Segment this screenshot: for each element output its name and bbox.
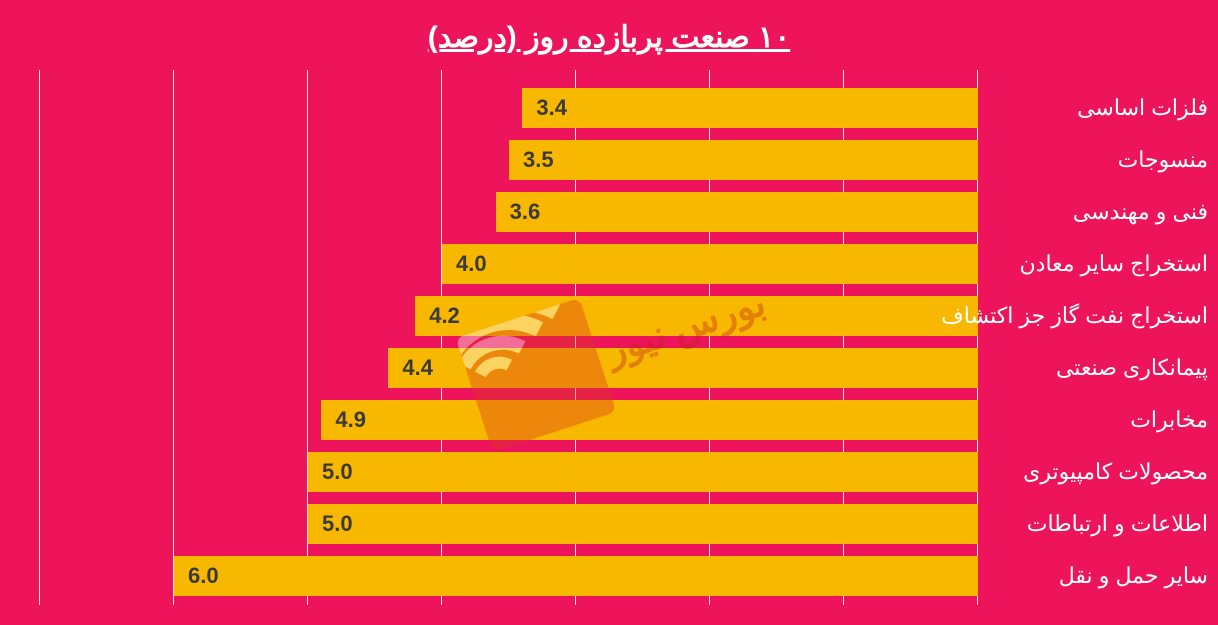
category-label: اطلاعات و ارتباطات (1027, 504, 1208, 544)
chart-bar: 4.4 (388, 348, 978, 388)
category-label: مخابرات (1130, 400, 1208, 440)
chart-bar: 3.5 (509, 140, 978, 180)
chart-bar: 3.6 (496, 192, 978, 232)
bar-value-label: 5.0 (322, 459, 353, 485)
bar-value-label: 4.9 (335, 407, 366, 433)
bar-value-label: 4.0 (456, 251, 487, 277)
category-label: پیمانکاری صنعتی (1056, 348, 1208, 388)
chart-container: ۱۰ صنعت پربازده روز (درصد) 3.4 3.5 3.6 4.0 4… (0, 0, 1218, 625)
category-label: استخراج سایر معادن (1019, 244, 1208, 284)
bar-value-label: 4.2 (429, 303, 460, 329)
chart-bar: 3.4 (522, 88, 978, 128)
chart-bar: 4.2 (415, 296, 978, 336)
chart-bar: 5.0 (308, 504, 978, 544)
category-label: فلزات اساسی (1077, 88, 1208, 128)
chart-bar: 5.0 (308, 452, 978, 492)
bar-value-label: 3.4 (536, 95, 567, 121)
category-label: منسوجات (1118, 140, 1208, 180)
chart-bar: 4.0 (442, 244, 978, 284)
category-label: محصولات کامپیوتری (1023, 452, 1208, 492)
bar-value-label: 5.0 (322, 511, 353, 537)
chart-bar: 4.9 (321, 400, 978, 440)
bar-value-label: 6.0 (188, 563, 219, 589)
bars-region: 3.4 3.5 3.6 4.0 4.2 4.4 4.9 5.0 5.0 6.0 (40, 70, 978, 605)
bar-value-label: 3.6 (510, 199, 541, 225)
chart-bar: 6.0 (174, 556, 978, 596)
bar-value-label: 3.5 (523, 147, 554, 173)
labels-region: فلزات اساسی منسوجات فنی و مهندسی استخراج سا… (988, 70, 1218, 605)
category-label: سایر حمل و نقل (1059, 556, 1208, 596)
bar-value-label: 4.4 (402, 355, 433, 381)
chart-title: ۱۰ صنعت پربازده روز (درصد) (0, 0, 1218, 65)
category-label: استخراج نفت گاز جز اکتشاف (941, 296, 1208, 336)
plot-area: 3.4 3.5 3.6 4.0 4.2 4.4 4.9 5.0 5.0 6.0 فلزات اسا… (20, 70, 1218, 605)
category-label: فنی و مهندسی (1073, 192, 1208, 232)
